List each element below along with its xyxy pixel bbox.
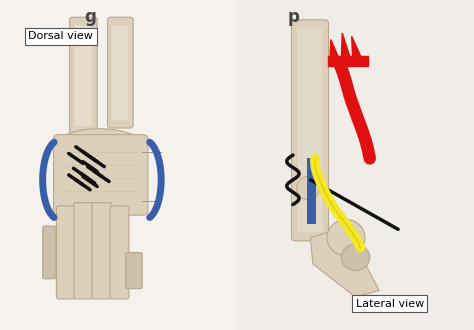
FancyBboxPatch shape: [292, 20, 328, 241]
FancyBboxPatch shape: [298, 29, 322, 232]
Ellipse shape: [55, 129, 145, 165]
Bar: [0, 0, 237, 330]
Polygon shape: [356, 56, 368, 59]
FancyBboxPatch shape: [70, 17, 97, 135]
FancyBboxPatch shape: [74, 25, 92, 126]
Polygon shape: [330, 40, 339, 59]
Polygon shape: [341, 33, 351, 59]
Polygon shape: [310, 231, 379, 297]
FancyBboxPatch shape: [56, 206, 76, 299]
Polygon shape: [328, 56, 368, 66]
Bar: [307, 158, 316, 224]
FancyBboxPatch shape: [108, 17, 133, 128]
FancyBboxPatch shape: [54, 135, 148, 215]
Text: Dorsal view: Dorsal view: [28, 31, 93, 41]
Text: Lateral view: Lateral view: [356, 299, 424, 309]
FancyBboxPatch shape: [43, 226, 56, 279]
FancyBboxPatch shape: [74, 203, 94, 299]
Polygon shape: [336, 56, 345, 59]
FancyBboxPatch shape: [112, 25, 128, 120]
Ellipse shape: [341, 244, 370, 271]
Text: g: g: [84, 8, 96, 26]
Ellipse shape: [297, 177, 319, 200]
Polygon shape: [347, 56, 356, 59]
FancyBboxPatch shape: [110, 206, 129, 299]
Ellipse shape: [327, 219, 365, 256]
FancyBboxPatch shape: [126, 252, 142, 289]
Text: p: p: [288, 8, 300, 26]
FancyBboxPatch shape: [92, 203, 112, 299]
Bar: [237, 0, 474, 330]
Polygon shape: [352, 36, 362, 59]
